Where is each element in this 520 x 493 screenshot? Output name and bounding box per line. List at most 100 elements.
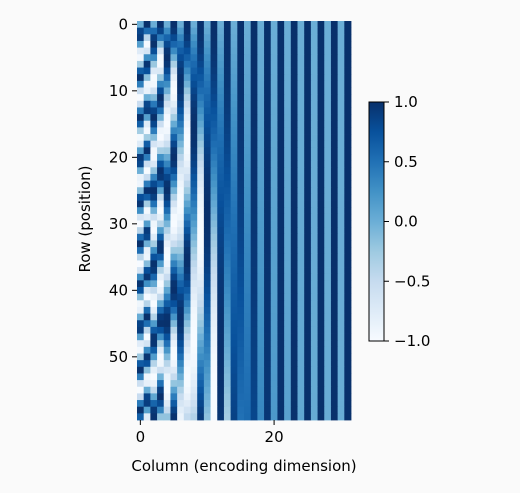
heatmap-cell xyxy=(250,207,258,215)
heatmap-cell xyxy=(257,366,265,374)
heatmap-cell xyxy=(230,140,238,148)
heatmap-cell xyxy=(223,154,232,162)
heatmap-cell xyxy=(190,87,198,95)
heatmap-cell xyxy=(143,127,151,135)
heatmap-cell xyxy=(230,273,238,281)
heatmap-cell xyxy=(324,21,332,29)
heatmap-cell xyxy=(310,47,318,55)
heatmap-cell xyxy=(324,87,332,95)
heatmap-cell xyxy=(344,260,352,268)
heatmap-cell xyxy=(277,267,285,275)
heatmap-cell xyxy=(223,366,232,374)
heatmap-cell xyxy=(297,233,305,241)
heatmap-cell xyxy=(190,80,198,88)
heatmap-cell xyxy=(143,147,151,155)
heatmap-cell xyxy=(197,280,205,288)
heatmap-cell xyxy=(163,400,171,408)
heatmap-cell xyxy=(330,47,339,55)
heatmap-cell xyxy=(277,180,285,188)
heatmap-cell xyxy=(230,253,238,261)
heatmap-cell xyxy=(290,406,298,414)
heatmap-cell xyxy=(163,413,171,421)
heatmap-cell xyxy=(330,360,339,368)
heatmap-cell xyxy=(297,353,305,361)
heatmap-cell xyxy=(190,114,198,122)
heatmap-cell xyxy=(150,293,158,301)
heatmap-cell xyxy=(137,180,145,188)
heatmap-cell xyxy=(337,154,345,162)
heatmap-cell xyxy=(270,220,278,228)
heatmap-cell xyxy=(324,34,332,42)
heatmap-cell xyxy=(203,21,211,29)
heatmap-cell xyxy=(177,140,185,148)
heatmap-cell xyxy=(344,293,352,301)
heatmap-cell xyxy=(183,326,191,334)
heatmap-cell xyxy=(217,413,225,421)
heatmap-cell xyxy=(177,326,185,334)
heatmap-cell xyxy=(344,21,352,29)
heatmap-cell xyxy=(157,300,165,308)
heatmap-cell xyxy=(190,54,198,62)
heatmap-cell xyxy=(337,373,345,381)
heatmap-cell xyxy=(297,54,305,62)
heatmap-cell xyxy=(284,346,292,354)
heatmap-cell xyxy=(244,253,252,261)
heatmap-cell xyxy=(137,87,145,95)
heatmap-cell xyxy=(230,54,238,62)
heatmap-cell xyxy=(190,74,198,82)
heatmap-cell xyxy=(257,120,265,128)
heatmap-cell xyxy=(317,280,325,288)
heatmap-cell xyxy=(297,320,305,328)
heatmap-cell xyxy=(143,400,151,408)
heatmap-cell xyxy=(217,333,225,341)
heatmap-cell xyxy=(310,360,318,368)
heatmap-cell xyxy=(264,393,272,401)
heatmap-cell xyxy=(337,87,345,95)
heatmap-cell xyxy=(183,267,191,275)
heatmap-cell xyxy=(223,167,232,175)
heatmap-cell xyxy=(270,107,278,115)
heatmap-cell xyxy=(237,227,245,235)
heatmap-cell xyxy=(297,34,305,42)
heatmap-cell xyxy=(143,253,151,261)
heatmap-cell xyxy=(230,193,238,201)
heatmap-cell xyxy=(183,393,191,401)
heatmap-cell xyxy=(270,187,278,195)
heatmap-cell xyxy=(277,287,285,295)
heatmap-cell xyxy=(237,273,245,281)
heatmap-cell xyxy=(250,240,258,248)
heatmap-cell xyxy=(150,306,158,314)
heatmap-cell xyxy=(230,373,238,381)
heatmap-cell xyxy=(137,34,145,42)
heatmap-cell xyxy=(310,147,318,155)
heatmap-cell xyxy=(137,173,145,181)
heatmap-cell xyxy=(290,167,298,175)
heatmap-cell xyxy=(324,213,332,221)
heatmap-cell xyxy=(290,213,298,221)
heatmap-cell xyxy=(337,393,345,401)
heatmap-cell xyxy=(330,306,339,314)
heatmap-cell xyxy=(317,233,325,241)
heatmap-cell xyxy=(230,87,238,95)
heatmap-cell xyxy=(344,134,352,142)
heatmap-cell xyxy=(264,207,272,215)
heatmap-cell xyxy=(150,127,158,135)
heatmap-cell xyxy=(290,326,298,334)
heatmap-cell xyxy=(217,140,225,148)
heatmap-cell xyxy=(270,60,278,68)
heatmap-cell xyxy=(277,74,285,82)
heatmap-cell xyxy=(223,80,232,88)
heatmap-cell xyxy=(177,400,185,408)
heatmap-cell xyxy=(150,94,158,102)
heatmap-cell xyxy=(310,313,318,321)
heatmap-cell xyxy=(290,67,298,75)
heatmap-cell xyxy=(344,34,352,42)
heatmap-cell xyxy=(237,140,245,148)
heatmap-cell xyxy=(237,40,245,48)
heatmap-cell xyxy=(317,80,325,88)
heatmap-cell xyxy=(330,267,339,275)
heatmap-cell xyxy=(257,94,265,102)
heatmap-cell xyxy=(223,54,232,62)
heatmap-cell xyxy=(223,233,232,241)
heatmap-cell xyxy=(217,353,225,361)
